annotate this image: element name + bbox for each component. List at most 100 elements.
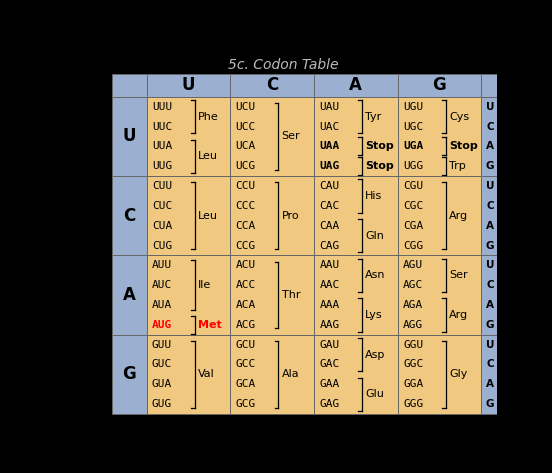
Bar: [112, 255, 146, 335]
Text: UAU: UAU: [319, 102, 339, 112]
Text: Gln: Gln: [365, 231, 384, 241]
Bar: [146, 176, 230, 255]
Bar: [146, 74, 230, 97]
Text: A: A: [349, 76, 362, 94]
Text: Leu: Leu: [198, 211, 218, 221]
Text: GCG: GCG: [236, 399, 256, 409]
Text: GAU: GAU: [319, 340, 339, 350]
Text: GGG: GGG: [403, 399, 423, 409]
Bar: [481, 74, 498, 97]
Text: AGU: AGU: [403, 260, 423, 271]
Text: CGU: CGU: [403, 181, 423, 191]
Text: Stop: Stop: [365, 141, 394, 151]
Text: GUC: GUC: [152, 359, 172, 369]
Bar: [112, 97, 146, 176]
Text: GCU: GCU: [236, 340, 256, 350]
Text: CAU: CAU: [319, 181, 339, 191]
Text: AGG: AGG: [403, 320, 423, 330]
Text: CCG: CCG: [236, 240, 256, 251]
Text: 5c. Codon Table: 5c. Codon Table: [227, 58, 338, 72]
Text: CAC: CAC: [319, 201, 339, 211]
Bar: [314, 97, 397, 176]
Text: AAG: AAG: [319, 320, 339, 330]
Bar: [397, 335, 481, 414]
Text: GAA: GAA: [319, 379, 339, 389]
Text: CAG: CAG: [319, 240, 339, 251]
Text: G: G: [486, 320, 494, 330]
Text: Leu: Leu: [198, 151, 218, 161]
Bar: [481, 97, 498, 176]
Text: CGG: CGG: [403, 240, 423, 251]
Text: C: C: [486, 201, 493, 211]
Text: Tyr: Tyr: [365, 112, 381, 122]
Text: A: A: [123, 286, 135, 304]
Text: U: U: [123, 127, 136, 146]
Text: UCC: UCC: [236, 122, 256, 131]
Text: Lys: Lys: [365, 310, 383, 320]
Text: UAG: UAG: [319, 161, 339, 171]
Bar: [112, 335, 146, 414]
Text: U: U: [182, 76, 195, 94]
Text: ACA: ACA: [236, 300, 256, 310]
Text: GUU: GUU: [152, 340, 172, 350]
Text: AUA: AUA: [152, 300, 172, 310]
Text: ACC: ACC: [236, 280, 256, 290]
Text: Ser: Ser: [282, 131, 300, 141]
Text: C: C: [123, 207, 135, 225]
Text: UUU: UUU: [152, 102, 172, 112]
Text: His: His: [365, 191, 383, 201]
Text: G: G: [486, 161, 494, 171]
Text: G: G: [433, 76, 447, 94]
Text: Arg: Arg: [449, 310, 468, 320]
Text: C: C: [486, 359, 493, 369]
Text: UGG: UGG: [403, 161, 423, 171]
Text: UGA: UGA: [403, 141, 423, 151]
Bar: [230, 176, 314, 255]
Text: CUU: CUU: [152, 181, 172, 191]
Text: Pro: Pro: [282, 211, 299, 221]
Text: G: G: [122, 365, 136, 384]
Text: Ser: Ser: [449, 270, 468, 280]
Bar: [397, 176, 481, 255]
Text: UAA: UAA: [319, 141, 339, 151]
Text: GAG: GAG: [319, 399, 339, 409]
Text: CUG: CUG: [152, 240, 172, 251]
Text: AUC: AUC: [152, 280, 172, 290]
Text: U: U: [486, 102, 494, 112]
Bar: [397, 255, 481, 335]
Text: Met: Met: [198, 320, 221, 330]
Text: G: G: [486, 399, 494, 409]
Bar: [314, 176, 397, 255]
Text: UCA: UCA: [236, 141, 256, 151]
Bar: [230, 74, 314, 97]
Text: UGC: UGC: [403, 122, 423, 131]
Text: CUA: CUA: [152, 221, 172, 231]
Text: C: C: [266, 76, 278, 94]
Bar: [481, 335, 498, 414]
Text: Gly: Gly: [449, 369, 468, 379]
Text: CCU: CCU: [236, 181, 256, 191]
Text: UGU: UGU: [403, 102, 423, 112]
Text: Ala: Ala: [282, 369, 299, 379]
Text: ACU: ACU: [236, 260, 256, 271]
Bar: [397, 74, 481, 97]
Text: UCG: UCG: [236, 161, 256, 171]
Text: GCA: GCA: [236, 379, 256, 389]
Text: UUC: UUC: [152, 122, 172, 131]
Text: Cys: Cys: [449, 112, 469, 122]
Text: U: U: [486, 340, 494, 350]
Text: A: A: [486, 141, 494, 151]
Bar: [314, 255, 397, 335]
Bar: [481, 255, 498, 335]
Text: CCC: CCC: [236, 201, 256, 211]
Bar: [230, 335, 314, 414]
Text: CCA: CCA: [236, 221, 256, 231]
Text: A: A: [486, 221, 494, 231]
Text: ACG: ACG: [236, 320, 256, 330]
Text: CUC: CUC: [152, 201, 172, 211]
Text: GGA: GGA: [403, 379, 423, 389]
Text: UUA: UUA: [152, 141, 172, 151]
Text: U: U: [486, 260, 494, 271]
Text: G: G: [486, 240, 494, 251]
Text: C: C: [486, 280, 493, 290]
